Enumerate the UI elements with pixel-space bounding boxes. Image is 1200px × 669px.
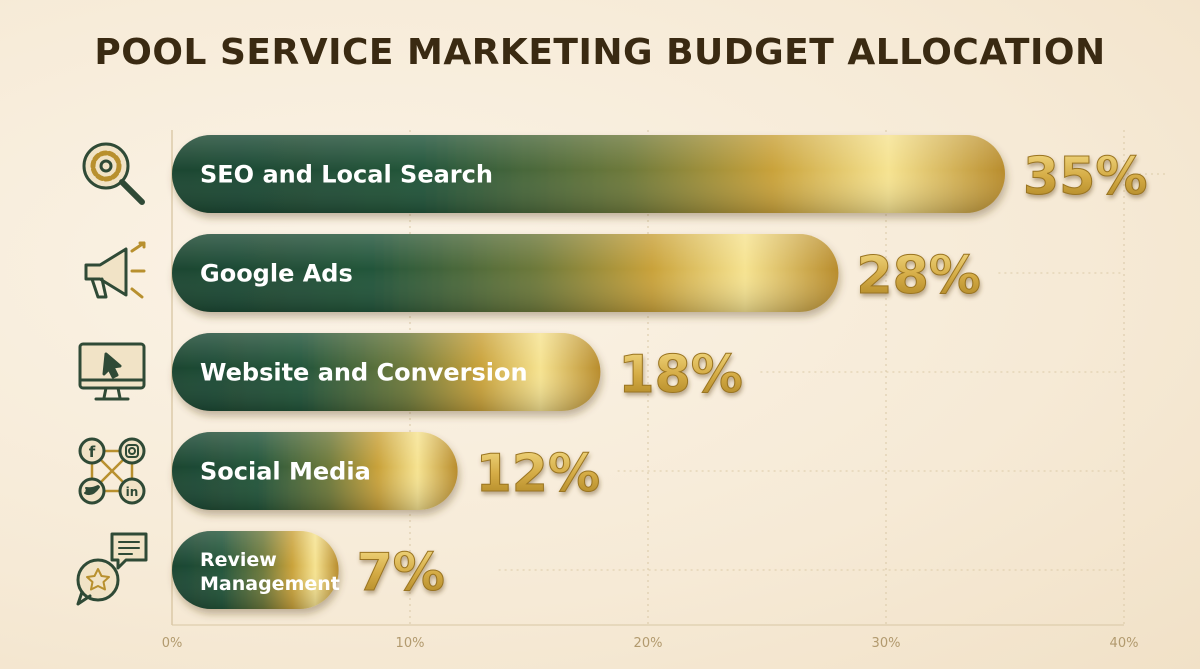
x-tick-label: 40%	[1110, 636, 1139, 651]
megaphone-icon	[84, 241, 146, 299]
bar-label: Social Media	[200, 458, 371, 486]
x-tick-label: 10%	[396, 636, 425, 651]
bar-label: Google Ads	[200, 260, 353, 288]
x-tick-label: 0%	[162, 636, 183, 651]
value-label: 18%	[618, 345, 742, 405]
bar-row: Review Management 7%	[172, 531, 445, 609]
bar-row: Social Media 12%	[172, 432, 601, 510]
bar-shine	[172, 333, 601, 411]
value-label: 28%	[856, 246, 980, 306]
bar-shine	[172, 135, 1005, 213]
bar-shine	[172, 531, 339, 609]
svg-text:f: f	[89, 443, 96, 461]
bar-layer: SEO and Local Search 35% Google Ads 28% Webs…	[172, 135, 1148, 609]
x-axis: 0% 10% 20% 30% 40%	[162, 636, 1139, 651]
bar-label: SEO and Local Search	[200, 161, 493, 189]
gear-magnifier-icon	[82, 142, 145, 205]
chart-title: POOL SERVICE MARKETING BUDGET ALLOCATION	[94, 32, 1106, 73]
bar-row: SEO and Local Search 35%	[172, 135, 1148, 213]
x-tick-label: 20%	[634, 636, 663, 651]
bar-shine	[172, 234, 839, 312]
bar-label: Review Management	[200, 549, 340, 595]
svg-text:in: in	[126, 485, 139, 499]
bar-row: Website and Conversion 18%	[172, 333, 743, 411]
value-label: 35%	[1023, 147, 1147, 207]
value-label: 7%	[357, 543, 445, 603]
social-network-icon: f in	[78, 437, 146, 505]
review-chat-star-icon	[76, 532, 148, 606]
bar-shine	[172, 432, 458, 510]
bar-label: Website and Conversion	[200, 359, 528, 387]
value-label: 12%	[476, 444, 600, 504]
x-tick-label: 30%	[872, 636, 901, 651]
bar-row: Google Ads 28%	[172, 234, 981, 312]
icon-layer: f in	[76, 142, 148, 606]
monitor-cursor-icon	[78, 342, 146, 401]
